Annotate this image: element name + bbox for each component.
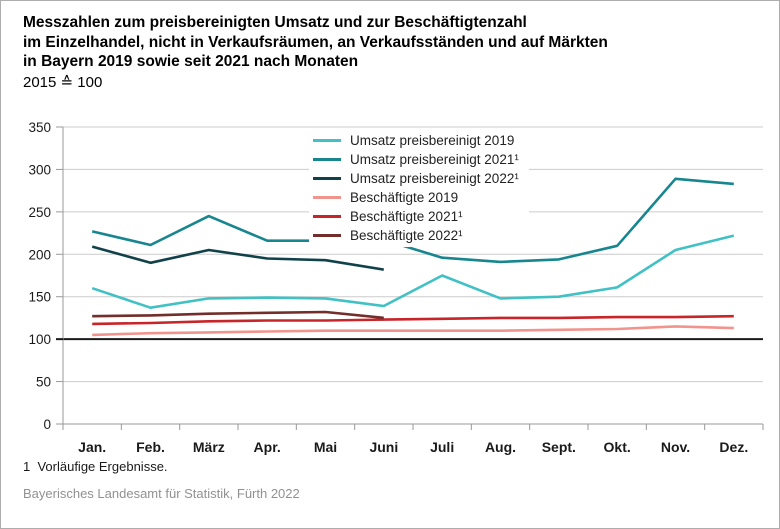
source-attribution: Bayerisches Landesamt für Statistik, Für… [23, 486, 300, 501]
legend-item-beschaeftigte-2021: Beschäftigte 2021¹ [313, 207, 519, 226]
legend-label-umsatz-2019: Umsatz preisbereinigt 2019 [350, 133, 515, 148]
chart-header: Messzahlen zum preisbereinigten Umsatz u… [23, 13, 763, 93]
series-line-beschaeftigte-2021 [92, 314, 734, 326]
series-line-umsatz-2021 [91, 177, 734, 264]
y-axis-label: 350 [28, 120, 51, 135]
series-line-umsatz-2019 [91, 234, 735, 309]
legend-item-beschaeftigte-2019: Beschäftigte 2019 [313, 188, 519, 207]
chart-title-line-3: in Bayern 2019 sowie seit 2021 nach Mona… [23, 53, 359, 70]
y-axis-label: 250 [28, 205, 51, 220]
x-axis-label: Dez. [719, 439, 748, 455]
x-axis-label: März [193, 439, 225, 455]
y-axis-label: 0 [43, 417, 51, 432]
legend-item-umsatz-2022: Umsatz preisbereinigt 2022¹ [313, 169, 519, 188]
x-axis-label: Sept. [542, 439, 576, 455]
chart-legend: Umsatz preisbereinigt 2019 Umsatz preisbe… [309, 129, 529, 247]
y-axis-label: 200 [28, 247, 51, 262]
x-axis-label: Apr. [254, 439, 281, 455]
x-axis-label: Jan. [78, 439, 106, 455]
chart-title-line-2: im Einzelhandel, nicht in Verkaufsräumen… [23, 33, 608, 51]
legend-line-swatch-umsatz-2019 [313, 139, 341, 142]
x-axis-label: Aug. [485, 439, 516, 455]
series-line-beschaeftigte-2022 [92, 310, 384, 320]
chart-subtitle-index-base: 2015 ≙ 100 [23, 73, 103, 91]
series-line-beschaeftigte-2019 [92, 325, 734, 337]
y-axis-label: 50 [36, 375, 51, 390]
legend-item-umsatz-2021: Umsatz preisbereinigt 2021¹ [313, 150, 519, 169]
legend-label-umsatz-2022: Umsatz preisbereinigt 2022¹ [350, 171, 519, 186]
y-axis-label: 100 [28, 332, 51, 347]
legend-item-umsatz-2019: Umsatz preisbereinigt 2019 [313, 131, 519, 150]
x-axis-label: Nov. [661, 439, 690, 455]
chart-title-line-1: Messzahlen zum preisbereinigten Umsatz u… [23, 14, 527, 31]
legend-label-beschaeftigte-2019: Beschäftigte 2019 [350, 190, 459, 205]
x-axis-label: Juli [430, 439, 454, 455]
legend-item-beschaeftigte-2022: Beschäftigte 2022¹ [313, 226, 519, 245]
x-axis-label: Feb. [136, 439, 165, 455]
legend-line-swatch-beschaeftigte-2021 [313, 215, 341, 218]
legend-line-swatch-beschaeftigte-2019 [313, 196, 341, 199]
legend-line-swatch-umsatz-2022 [313, 177, 341, 180]
legend-line-swatch-beschaeftigte-2022 [313, 234, 341, 237]
y-axis-label: 300 [28, 162, 51, 177]
y-axis-label: 150 [28, 290, 51, 305]
x-axis-label: Okt. [604, 439, 631, 455]
legend-line-swatch-umsatz-2021 [313, 158, 341, 161]
footnote-preliminary-results: 1 Vorläufige Ergebnisse. [23, 459, 168, 474]
line-chart: 0 50 100 150 200 250 300 350 Jan. Feb. März Apr. Mai… [28, 120, 764, 455]
x-axis-label: Juni [369, 439, 398, 455]
legend-label-beschaeftigte-2022: Beschäftigte 2022¹ [350, 228, 463, 243]
legend-label-beschaeftigte-2021: Beschäftigte 2021¹ [350, 209, 463, 224]
legend-label-umsatz-2021: Umsatz preisbereinigt 2021¹ [350, 152, 519, 167]
plot-area: 0 50 100 150 200 250 300 350 Jan. Feb. März Apr. Mai… [1, 113, 779, 465]
x-axis-label: Mai [314, 439, 337, 455]
series-line-umsatz-2022 [91, 245, 385, 271]
